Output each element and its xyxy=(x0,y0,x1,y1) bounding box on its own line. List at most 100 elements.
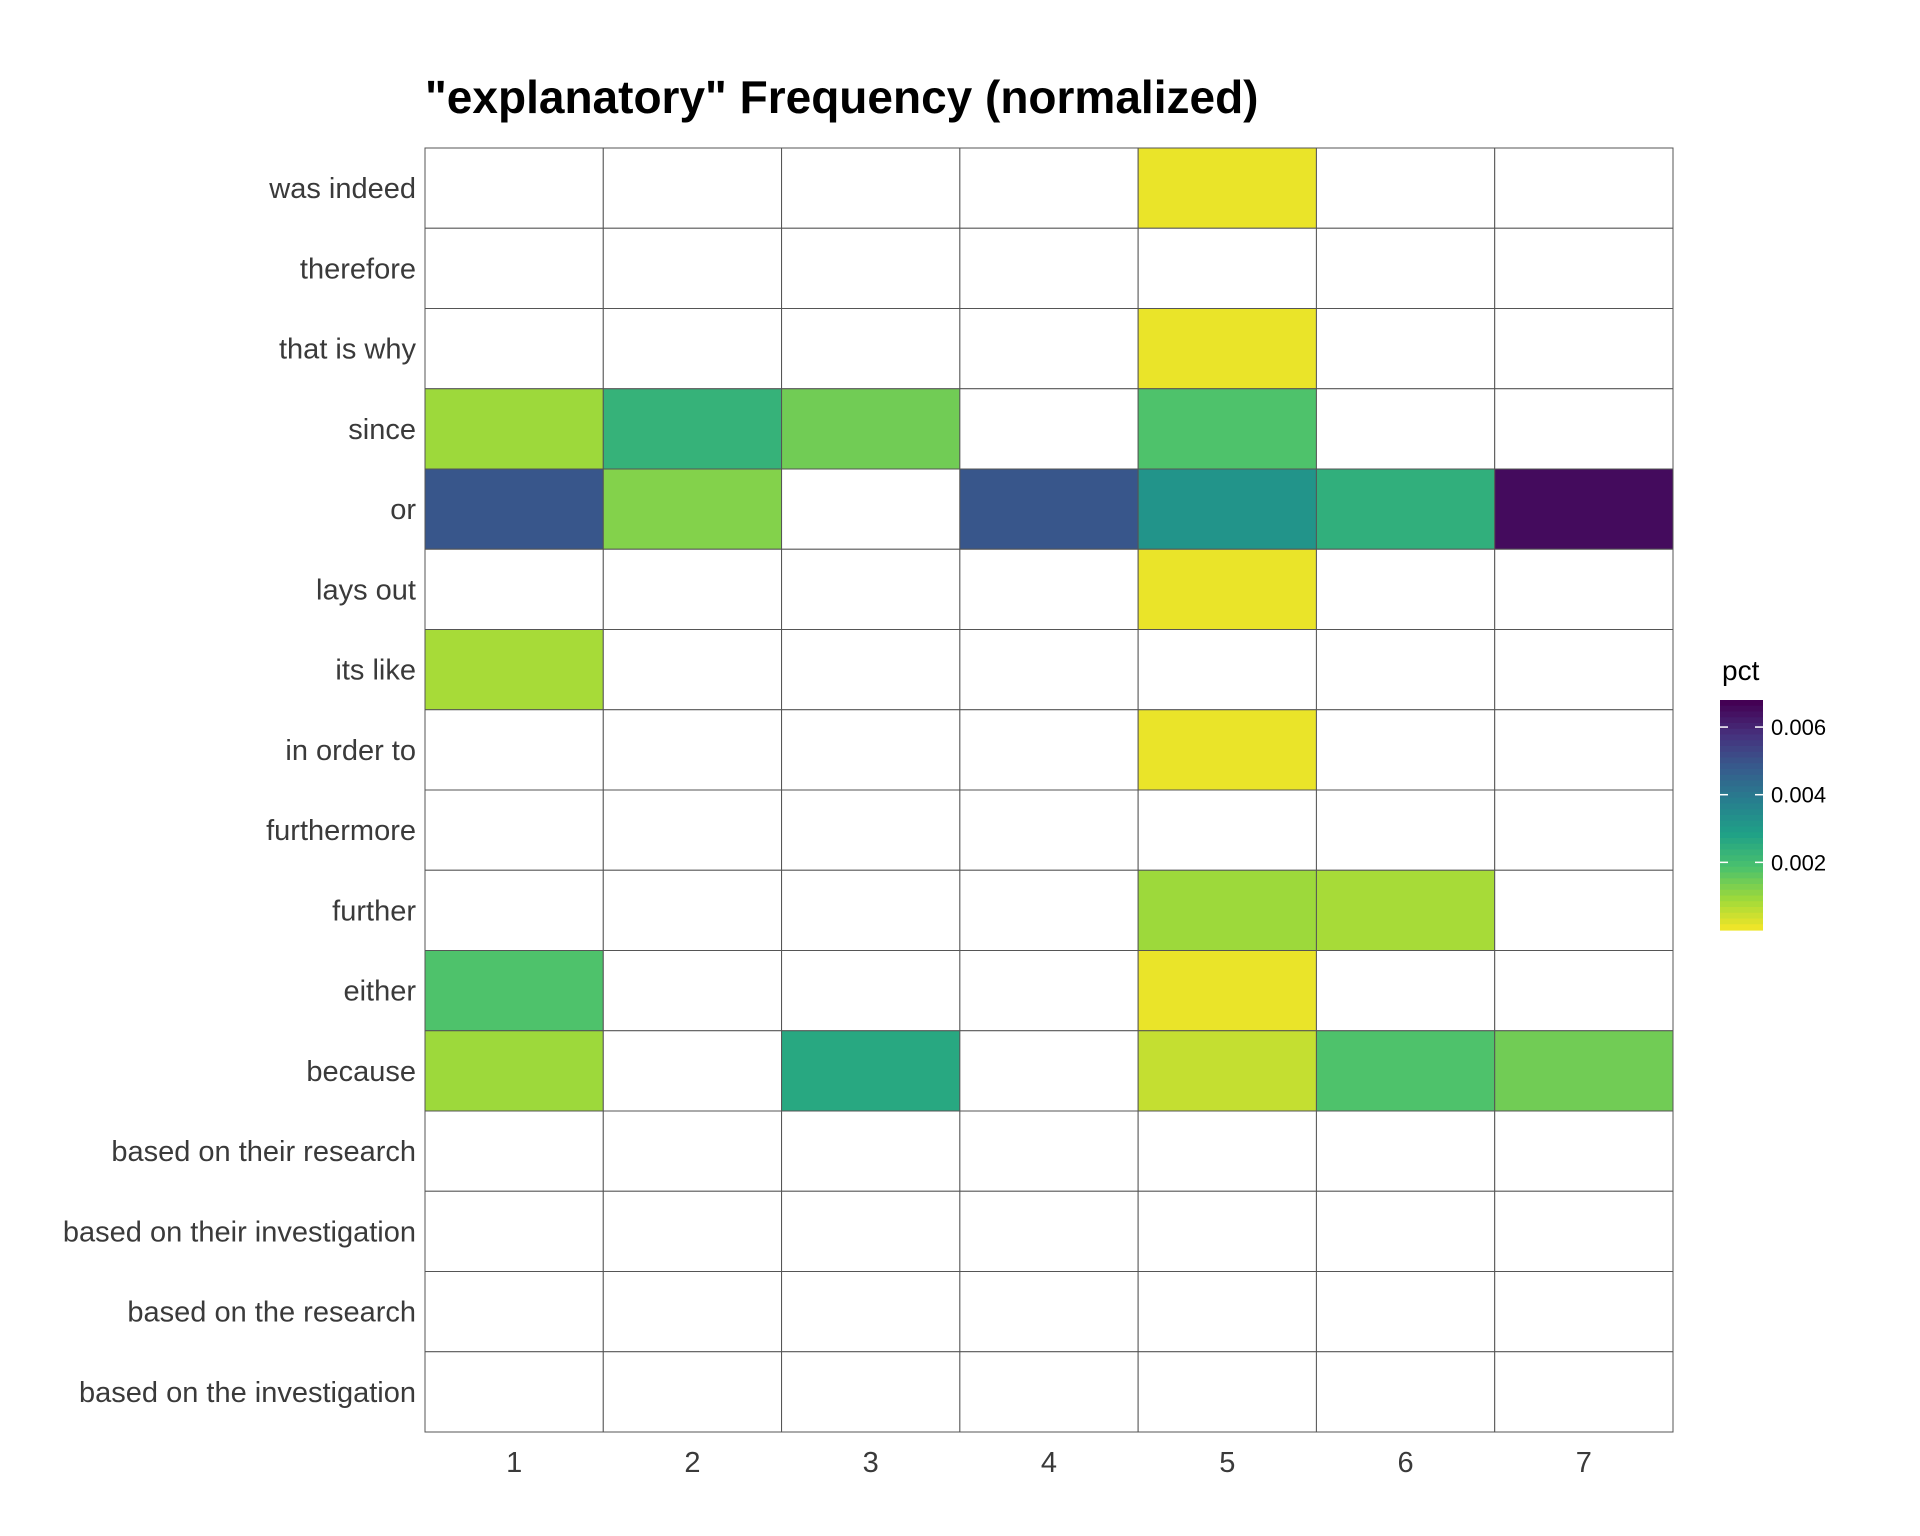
legend-color-step xyxy=(1720,803,1763,810)
heatmap-cell xyxy=(1315,950,1496,1032)
legend-color-step xyxy=(1720,832,1763,839)
y-tick-label: therefore xyxy=(300,253,416,285)
heatmap-cell xyxy=(781,709,961,791)
heatmap-cell xyxy=(602,227,783,309)
heatmap-cell xyxy=(1494,789,1674,871)
heatmap-cell xyxy=(959,1271,1139,1353)
heatmap-cell xyxy=(424,950,604,1032)
legend-color-step xyxy=(1720,820,1763,828)
heatmap-cell xyxy=(602,1351,783,1433)
y-tick-label: because xyxy=(306,1056,416,1088)
legend-color-step xyxy=(1720,918,1763,925)
heatmap-cell xyxy=(781,1110,961,1192)
heatmap-cell xyxy=(781,1351,961,1433)
heatmap-cell xyxy=(602,468,783,550)
legend-color-step xyxy=(1720,723,1763,730)
heatmap-cell xyxy=(602,1110,783,1192)
heatmap-cell xyxy=(959,869,1139,951)
legend-color-step xyxy=(1720,843,1763,851)
heatmap-cell xyxy=(959,468,1139,550)
y-tick-label: either xyxy=(343,976,416,1008)
heatmap-cell xyxy=(1315,147,1496,229)
heatmap-cell xyxy=(1137,1190,1317,1272)
heatmap-cell xyxy=(602,950,783,1032)
heatmap-cell xyxy=(959,1030,1139,1112)
legend-color-step xyxy=(1720,780,1763,787)
heatmap-cell xyxy=(602,1271,783,1353)
legend-color-step xyxy=(1720,815,1763,822)
heatmap-cell xyxy=(602,789,783,871)
heatmap-cell xyxy=(602,388,783,470)
legend-color-step xyxy=(1720,774,1763,782)
legend-color-step xyxy=(1720,711,1763,718)
heatmap-cell xyxy=(1137,548,1317,630)
legend-color-step xyxy=(1720,855,1763,862)
legend-color-step xyxy=(1720,872,1763,879)
heatmap-cell xyxy=(424,789,604,871)
legend-color-step xyxy=(1720,769,1763,776)
heatmap-cell xyxy=(781,869,961,951)
x-tick-label: 1 xyxy=(506,1447,522,1479)
color-legend: pct 0.002 0.004 0.006 xyxy=(1720,655,1826,931)
heatmap-cell xyxy=(1494,548,1674,630)
heatmap-cell xyxy=(1315,869,1496,951)
heatmap-cell xyxy=(424,629,604,711)
legend-ticks: 0.002 0.004 0.006 xyxy=(1720,715,1826,875)
legend-color-step xyxy=(1720,705,1763,713)
heatmap-cell xyxy=(1494,709,1674,791)
heatmap-cell xyxy=(959,308,1139,390)
heatmap-cell xyxy=(781,789,961,871)
heatmap-cell xyxy=(602,548,783,630)
legend-color-step xyxy=(1720,889,1763,897)
legend-tick-label: 0.006 xyxy=(1771,715,1826,740)
heatmap-cell xyxy=(1137,308,1317,390)
heatmap-cell xyxy=(424,1030,604,1112)
legend-color-step xyxy=(1720,901,1763,908)
legend-color-step xyxy=(1720,912,1763,920)
heatmap-cell xyxy=(781,388,961,470)
heatmap-cell xyxy=(424,227,604,309)
heatmap-cell xyxy=(1494,227,1674,309)
legend-color-step xyxy=(1720,792,1763,799)
heatmap-cell xyxy=(1137,789,1317,871)
legend-color-step xyxy=(1720,866,1763,874)
heatmap-cell xyxy=(1494,308,1674,390)
heatmap-cell xyxy=(1137,147,1317,229)
legend-color-step xyxy=(1720,861,1763,868)
heatmap-cell xyxy=(1315,629,1496,711)
heatmap-cell xyxy=(1137,869,1317,951)
y-axis-labels: was indeed therefore that is why since or lay… xyxy=(63,173,417,1409)
legend-color-step xyxy=(1720,895,1763,902)
legend-color-step xyxy=(1720,734,1763,741)
heatmap-cell xyxy=(1137,468,1317,550)
heatmap-cell xyxy=(602,1030,783,1112)
heatmap-cell xyxy=(959,227,1139,309)
heatmap-cell xyxy=(1494,950,1674,1032)
x-tick-label: 6 xyxy=(1398,1447,1414,1479)
legend-tick-label: 0.004 xyxy=(1771,783,1826,808)
y-tick-label: furthermore xyxy=(266,815,416,847)
heatmap-cell xyxy=(959,1190,1139,1272)
heatmap-cell xyxy=(1494,1030,1674,1112)
heatmap-cell xyxy=(959,147,1139,229)
heatmap-cell xyxy=(1494,1351,1674,1433)
heatmap-cell xyxy=(781,548,961,630)
heatmap-cell xyxy=(602,1190,783,1272)
heatmap-cell xyxy=(1315,1190,1496,1272)
legend-color-step xyxy=(1720,757,1763,764)
heatmap-cell xyxy=(1137,629,1317,711)
heatmap-cell xyxy=(1494,1271,1674,1353)
heatmap-cell xyxy=(602,308,783,390)
y-tick-label: based on the investigation xyxy=(79,1377,416,1409)
heatmap-cell xyxy=(602,147,783,229)
y-tick-label: was indeed xyxy=(268,173,416,205)
heatmap-cell xyxy=(959,629,1139,711)
heatmap-cell xyxy=(781,629,961,711)
heatmap-cell xyxy=(424,709,604,791)
heatmap-cell xyxy=(424,548,604,630)
y-tick-label: in order to xyxy=(285,735,416,767)
heatmap-cell xyxy=(1315,1271,1496,1353)
x-tick-label: 2 xyxy=(684,1447,700,1479)
legend-color-step xyxy=(1720,838,1763,845)
heatmap-cell xyxy=(1315,1030,1496,1112)
